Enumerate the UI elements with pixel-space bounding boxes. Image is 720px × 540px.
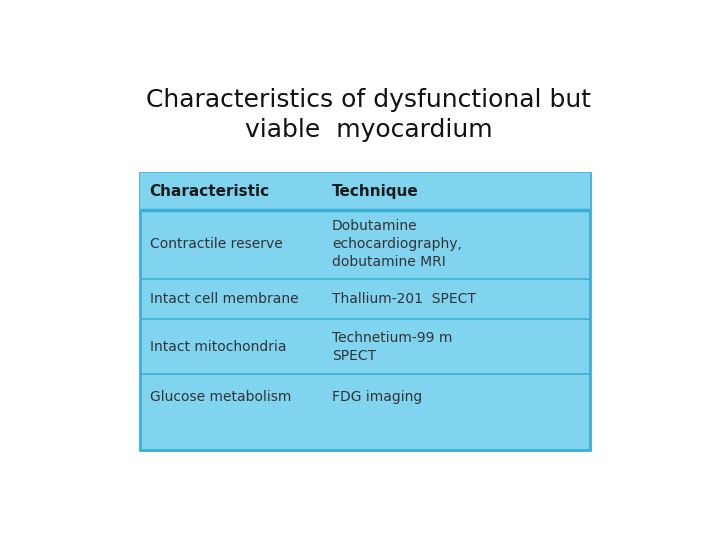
Text: Intact mitochondria: Intact mitochondria [150, 340, 286, 354]
Bar [140, 173, 590, 210]
Text: Glucose metabolism: Glucose metabolism [150, 390, 291, 404]
Text: FDG imaging: FDG imaging [332, 390, 422, 404]
Text: Characteristic: Characteristic [150, 184, 270, 199]
Text: Contractile reserve: Contractile reserve [150, 237, 282, 251]
Text: Intact cell membrane: Intact cell membrane [150, 292, 298, 306]
Text: Characteristics of dysfunctional but
viable  myocardium: Characteristics of dysfunctional but via… [146, 88, 592, 141]
Text: Technique: Technique [332, 184, 418, 199]
Bar [140, 173, 590, 450]
Text: Dobutamine
echocardiography,
dobutamine MRI: Dobutamine echocardiography, dobutamine … [332, 219, 462, 269]
Text: Thallium-201  SPECT: Thallium-201 SPECT [332, 292, 476, 306]
Text: Technetium-99 m
SPECT: Technetium-99 m SPECT [332, 330, 452, 362]
